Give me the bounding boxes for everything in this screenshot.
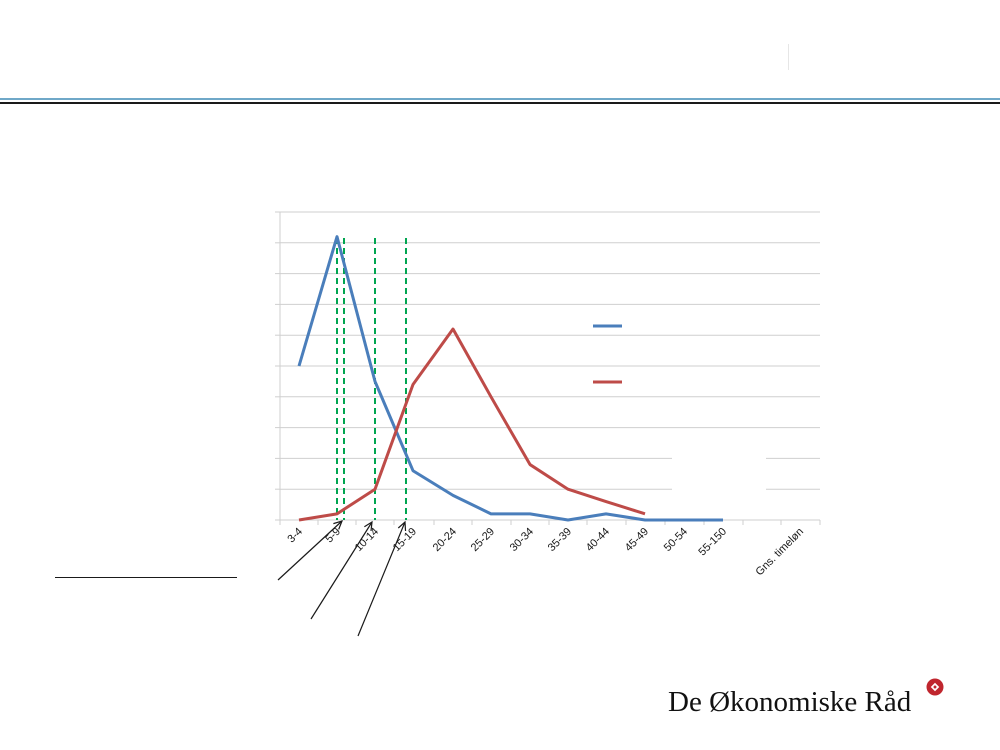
x-tick-label: 50-54 xyxy=(662,526,690,554)
x-tick-label: Gns. timeløn xyxy=(754,526,807,579)
annotation-arrow xyxy=(357,521,406,637)
header-rule-blue xyxy=(0,98,1000,100)
header-rule-black xyxy=(0,102,1000,104)
chart-legend xyxy=(593,324,622,384)
chart-grid xyxy=(275,211,821,525)
annotation-arrows xyxy=(277,520,407,637)
x-tick-label: 30-34 xyxy=(508,526,536,554)
header-mark xyxy=(788,44,789,70)
x-tick-label: 20-24 xyxy=(431,526,459,554)
arrowhead xyxy=(333,520,344,530)
arrowhead xyxy=(397,520,407,532)
logo-text: De Økonomiske Råd xyxy=(668,686,912,718)
logo-seal-icon xyxy=(926,678,944,696)
x-tick-labels: 3-4 5-9 10-14 15-19 20-24 25-29 30-34 35-39 40-4… xyxy=(285,526,806,579)
series-line-2 xyxy=(298,327,646,522)
x-tick-label: 3-4 xyxy=(285,526,305,546)
x-tick-label: 45-49 xyxy=(623,526,651,554)
x-tick-label: 55-150 xyxy=(696,526,729,559)
chart-series xyxy=(297,235,723,522)
arrowhead xyxy=(364,520,373,532)
x-tick-label: 40-44 xyxy=(584,526,612,554)
x-tick-label: 35-39 xyxy=(546,526,574,554)
plot-mask xyxy=(672,452,766,494)
annotation-arrow xyxy=(310,521,373,620)
annotation-arrow xyxy=(277,520,343,581)
x-tick-label: 25-29 xyxy=(469,526,497,554)
side-rule xyxy=(55,577,237,578)
series-line-1 xyxy=(297,235,723,522)
